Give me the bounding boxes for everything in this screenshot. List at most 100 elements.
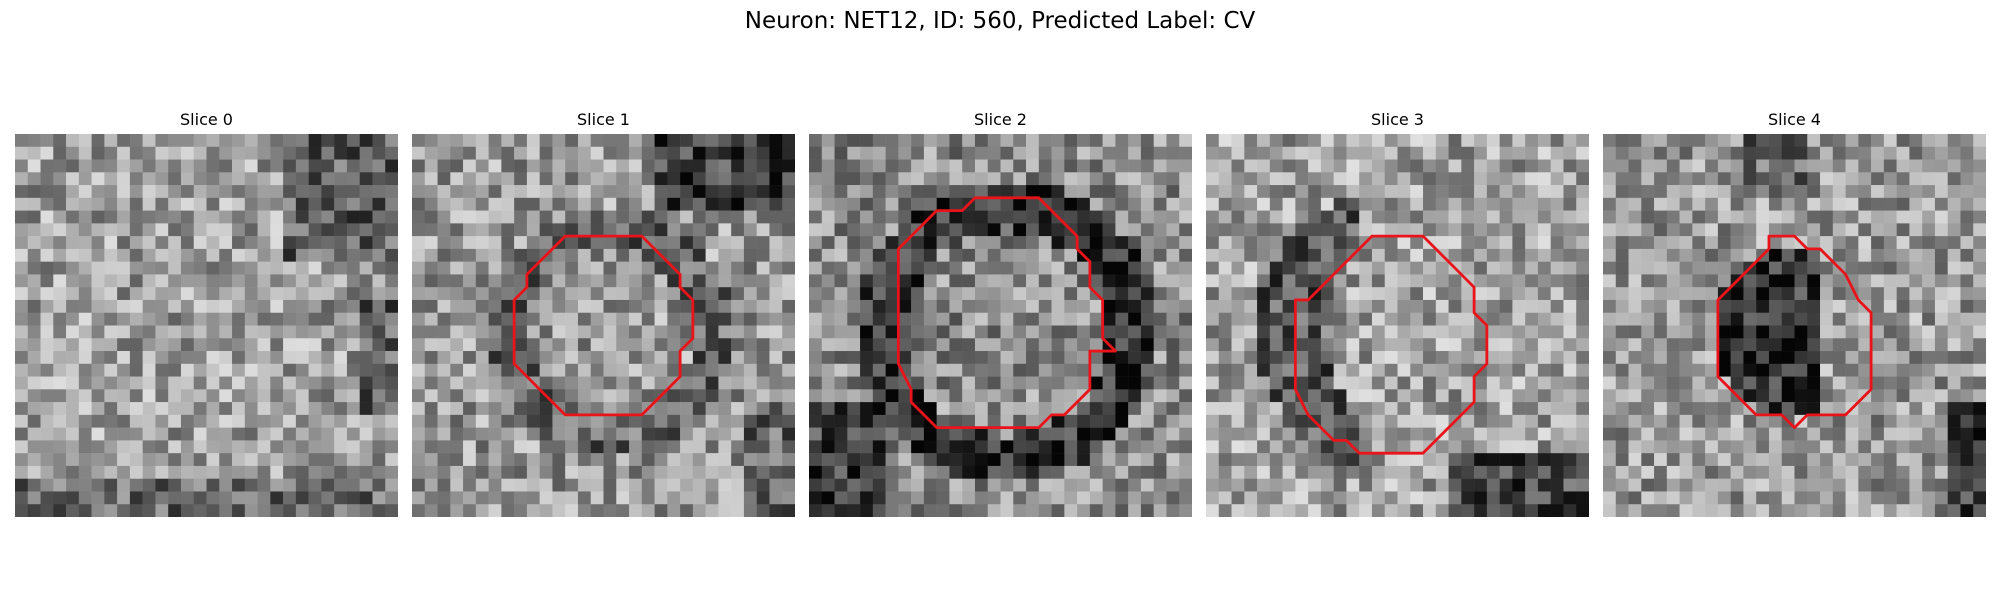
pixel xyxy=(1909,146,1923,160)
pixel xyxy=(1295,351,1309,365)
pixel xyxy=(718,414,732,428)
pixel xyxy=(193,402,207,416)
pixel xyxy=(40,159,54,173)
pixel xyxy=(629,312,643,326)
pixel xyxy=(1858,440,1872,454)
pixel xyxy=(962,414,976,428)
pixel xyxy=(1743,223,1757,237)
pixel xyxy=(15,172,29,186)
pixel xyxy=(1244,223,1258,237)
pixel xyxy=(1013,261,1027,275)
pixel xyxy=(1909,274,1923,288)
pixel xyxy=(1448,274,1462,288)
pixel xyxy=(168,363,182,377)
pixel xyxy=(1743,185,1757,199)
pixel xyxy=(1896,274,1910,288)
pixel xyxy=(1499,261,1513,275)
pixel xyxy=(346,236,360,250)
pixel xyxy=(180,504,194,517)
pixel xyxy=(346,287,360,301)
pixel xyxy=(155,274,169,288)
pixel xyxy=(232,261,246,275)
pixel xyxy=(1781,325,1795,339)
pixel xyxy=(1768,185,1782,199)
pixel xyxy=(27,185,41,199)
pixel xyxy=(821,261,835,275)
pixel xyxy=(475,299,489,313)
pixel xyxy=(1934,223,1948,237)
pixel xyxy=(1308,248,1322,262)
pixel xyxy=(1871,465,1885,479)
pixel xyxy=(705,197,719,211)
pixel xyxy=(437,146,451,160)
pixel xyxy=(1384,427,1398,441)
pixel xyxy=(372,414,386,428)
pixel xyxy=(936,504,950,517)
pixel xyxy=(743,236,757,250)
pixel xyxy=(1410,338,1424,352)
pixel xyxy=(539,236,553,250)
pixel xyxy=(1756,197,1770,211)
pixel xyxy=(1231,248,1245,262)
pixel xyxy=(641,363,655,377)
pixel xyxy=(847,312,861,326)
pixel xyxy=(53,414,67,428)
pixel xyxy=(1244,197,1258,211)
pixel xyxy=(1384,389,1398,403)
pixel xyxy=(1603,172,1617,186)
pixel xyxy=(847,223,861,237)
pixel xyxy=(898,197,912,211)
pixel xyxy=(1295,427,1309,441)
pixel xyxy=(1628,185,1642,199)
pixel xyxy=(1947,389,1961,403)
pixel xyxy=(782,299,795,313)
pixel xyxy=(219,159,233,173)
pixel xyxy=(1973,389,1986,403)
pixel xyxy=(1973,210,1986,224)
pixel xyxy=(692,172,706,186)
pixel xyxy=(616,197,630,211)
pixel xyxy=(756,363,770,377)
pixel xyxy=(782,338,795,352)
pixel xyxy=(1525,146,1539,160)
pixel xyxy=(834,351,848,365)
pixel xyxy=(91,210,105,224)
pixel xyxy=(743,363,757,377)
pixel xyxy=(821,453,835,467)
pixel xyxy=(1295,146,1309,160)
pixel xyxy=(539,491,553,505)
pixel xyxy=(885,197,899,211)
pixel xyxy=(334,376,348,390)
pixel xyxy=(1269,491,1283,505)
pixel xyxy=(590,453,604,467)
pixel xyxy=(1794,210,1808,224)
pixel xyxy=(244,376,258,390)
pixel xyxy=(180,491,194,505)
pixel xyxy=(872,465,886,479)
pixel xyxy=(232,312,246,326)
pixel xyxy=(1794,491,1808,505)
pixel xyxy=(1346,274,1360,288)
pixel xyxy=(577,236,591,250)
pixel xyxy=(1140,287,1154,301)
pixel xyxy=(1038,134,1052,148)
pixel xyxy=(257,134,271,148)
pixel xyxy=(219,351,233,365)
pixel xyxy=(1934,453,1948,467)
pixel xyxy=(385,427,398,441)
pixel xyxy=(1922,185,1936,199)
pixel xyxy=(885,172,899,186)
pixel xyxy=(1461,338,1475,352)
pixel xyxy=(936,478,950,492)
pixel xyxy=(769,312,783,326)
pixel xyxy=(1051,414,1065,428)
pixel xyxy=(860,134,874,148)
pixel xyxy=(359,414,373,428)
pixel xyxy=(1807,453,1821,467)
pixel xyxy=(66,159,80,173)
segmentation-contour xyxy=(896,196,1117,430)
pixel xyxy=(1320,402,1334,416)
pixel xyxy=(962,146,976,160)
pixel xyxy=(692,440,706,454)
pixel xyxy=(1064,210,1078,224)
